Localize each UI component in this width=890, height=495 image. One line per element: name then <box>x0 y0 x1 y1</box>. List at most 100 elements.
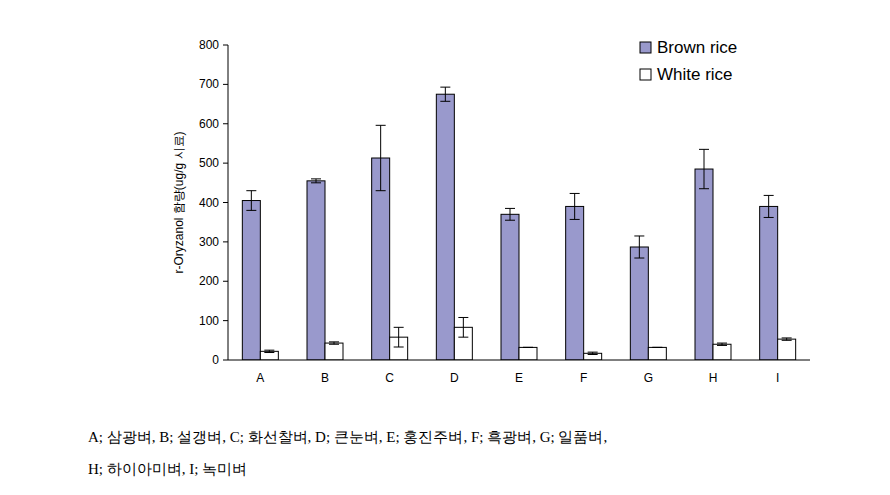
legend: Brown riceWhite rice <box>640 38 737 84</box>
y-tick-label: 200 <box>199 274 219 288</box>
bar <box>630 247 648 360</box>
error-bar <box>505 208 515 220</box>
y-tick <box>223 320 228 321</box>
y-tick-label: 100 <box>199 314 219 328</box>
error-line <box>251 191 252 211</box>
error-bar <box>264 350 274 352</box>
y-tick <box>223 202 228 203</box>
error-cap <box>264 350 274 351</box>
error-cap <box>570 193 580 194</box>
error-bar <box>376 125 386 190</box>
error-cap <box>782 337 792 338</box>
x-tick-label: A <box>256 371 264 385</box>
caption: A; 삼광벼, B; 설갱벼, C; 화선찰벼, D; 큰눈벼, E; 홍진주벼… <box>88 429 607 445</box>
y-tick <box>223 123 228 124</box>
error-cap <box>264 352 274 353</box>
bar <box>760 206 778 360</box>
x-axis <box>228 360 810 361</box>
error-cap <box>588 354 598 355</box>
error-cap <box>246 190 256 191</box>
bar <box>778 339 796 360</box>
error-cap <box>764 217 774 218</box>
error-bar <box>588 352 598 354</box>
error-bar <box>440 87 450 101</box>
y-tick <box>223 84 228 85</box>
bar <box>260 351 278 360</box>
error-cap <box>329 344 339 345</box>
bar <box>242 201 260 360</box>
error-cap <box>570 219 580 220</box>
y-tick-label: 300 <box>199 235 219 249</box>
bar <box>713 344 731 360</box>
error-cap <box>394 347 404 348</box>
x-tick-label: I <box>776 371 779 385</box>
y-tick <box>223 281 228 282</box>
error-cap <box>440 101 450 102</box>
error-line <box>704 149 705 188</box>
plot-area <box>242 87 795 360</box>
y-tick <box>223 163 228 164</box>
error-cap <box>764 195 774 196</box>
error-cap <box>311 182 321 183</box>
error-cap <box>634 235 644 236</box>
x-tick-label: C <box>385 371 394 385</box>
error-line <box>380 125 381 190</box>
error-bar <box>329 342 339 344</box>
y-tick-label: 600 <box>199 117 219 131</box>
legend-swatch <box>640 69 651 80</box>
error-line <box>316 179 317 183</box>
error-line <box>510 208 511 220</box>
error-cap <box>652 347 662 348</box>
legend-label: Brown rice <box>657 38 737 57</box>
y-tick <box>223 45 228 46</box>
error-bar <box>523 347 533 348</box>
error-bar <box>699 149 709 188</box>
error-line <box>768 195 769 217</box>
bar <box>307 181 325 360</box>
error-bar <box>311 179 321 183</box>
error-cap <box>505 220 515 221</box>
error-bar <box>764 195 774 217</box>
error-bar <box>458 317 468 337</box>
error-cap <box>458 337 468 338</box>
error-cap <box>458 317 468 318</box>
error-cap <box>652 347 662 348</box>
error-cap <box>505 208 515 209</box>
error-cap <box>634 258 644 259</box>
caption: H; 하이아미벼, I; 녹미벼 <box>88 461 247 477</box>
error-cap <box>440 87 450 88</box>
bar <box>501 214 519 360</box>
error-bar <box>717 343 727 345</box>
y-axis-label: r-Oryzanol 함량(ug/g 시료) <box>172 131 186 273</box>
bar <box>436 94 454 360</box>
y-tick <box>223 360 228 361</box>
error-cap <box>376 125 386 126</box>
y-tick-label: 400 <box>199 196 219 210</box>
x-tick-label: E <box>515 371 523 385</box>
y-tick-label: 500 <box>199 156 219 170</box>
error-cap <box>329 341 339 342</box>
error-cap <box>376 190 386 191</box>
error-cap <box>782 340 792 341</box>
error-line <box>398 327 399 347</box>
x-tick-label: F <box>580 371 587 385</box>
error-cap <box>523 347 533 348</box>
error-cap <box>523 347 533 348</box>
chart: 0100200300400500600700800ABCDEFGHIr-Oryz… <box>0 0 890 495</box>
error-bar <box>394 327 404 347</box>
error-cap <box>717 345 727 346</box>
bar <box>566 206 584 360</box>
error-bar <box>570 193 580 219</box>
x-tick-label: G <box>644 371 653 385</box>
error-cap <box>588 352 598 353</box>
error-bar <box>782 338 792 340</box>
error-bar <box>634 236 644 258</box>
y-tick-label: 800 <box>199 38 219 52</box>
bar <box>584 353 602 360</box>
y-tick <box>223 241 228 242</box>
error-line <box>639 236 640 258</box>
legend-swatch <box>640 42 651 53</box>
error-line <box>463 317 464 337</box>
bar <box>519 347 537 360</box>
error-cap <box>717 343 727 344</box>
